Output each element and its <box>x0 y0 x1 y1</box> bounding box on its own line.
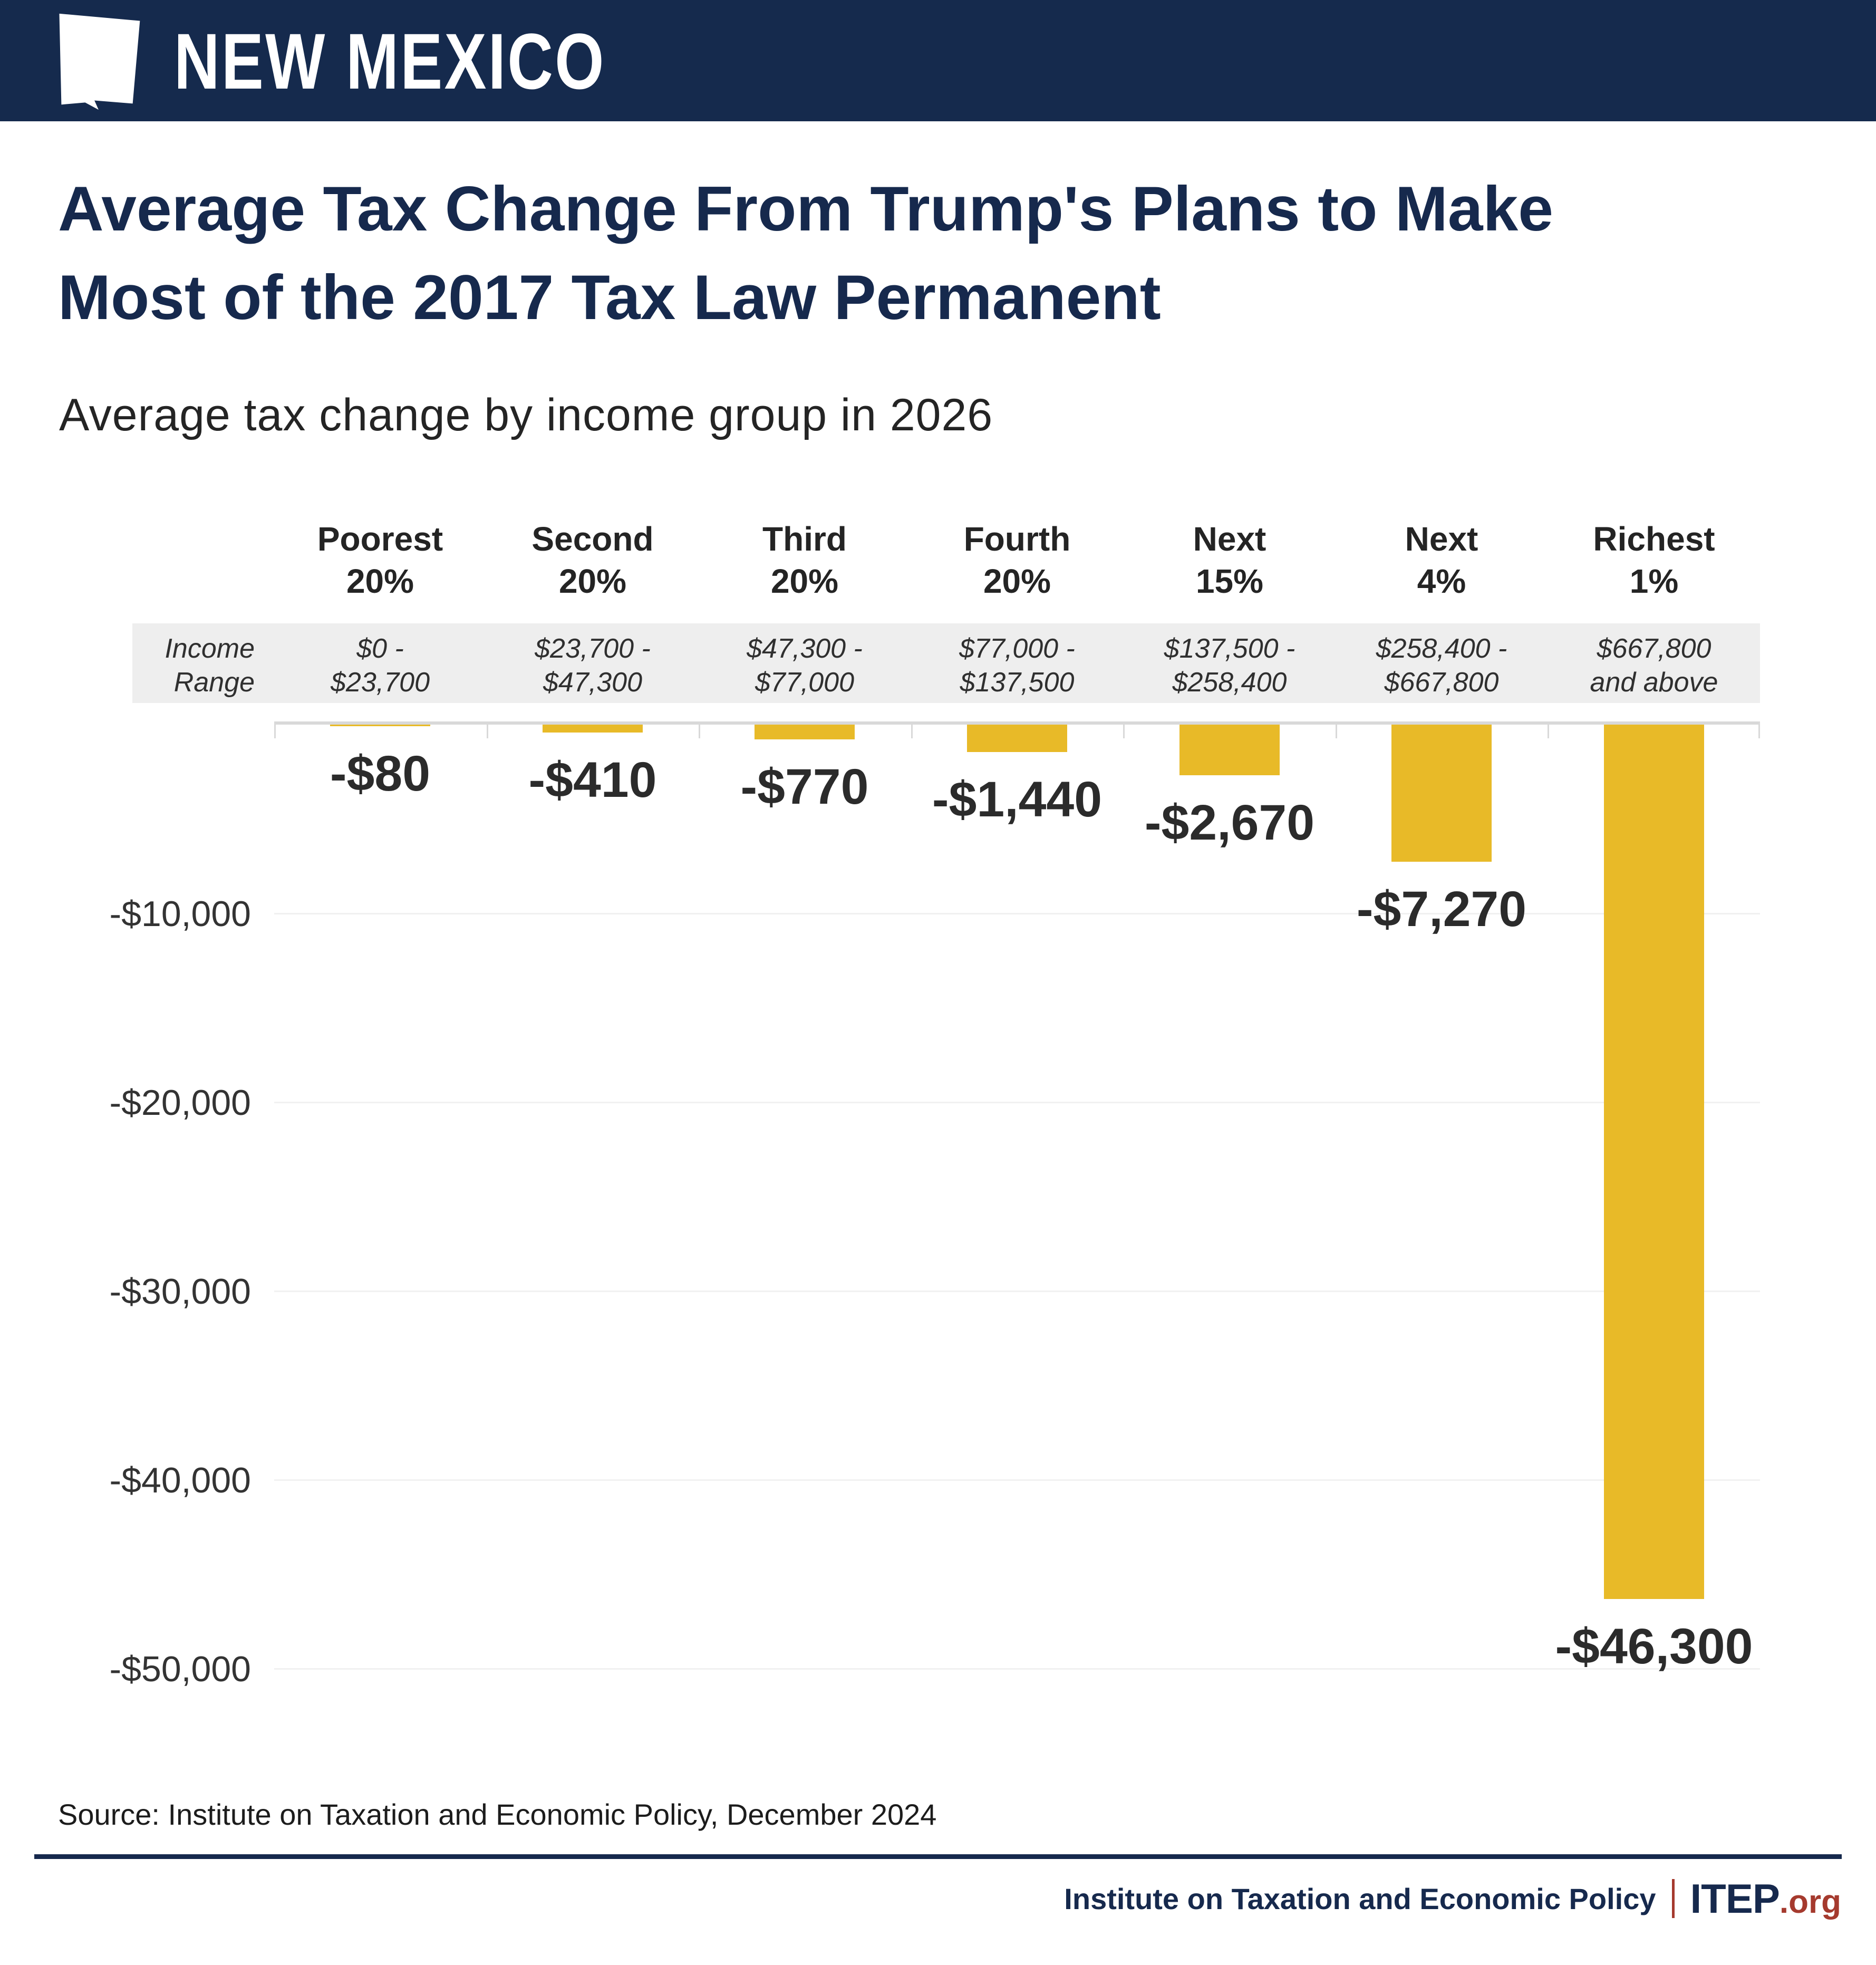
income-range-value: $0 - $23,700 <box>331 633 430 698</box>
bar-richest-1 <box>1604 725 1704 1599</box>
y-axis-label: -$50,000 <box>109 1649 251 1689</box>
gridline: -$50,000 <box>110 1649 1760 1689</box>
footer-org-name: Institute on Taxation and Economic Polic… <box>1064 1882 1656 1915</box>
bar-value-label: -$1,440 <box>932 772 1103 827</box>
axis-tick <box>1758 725 1760 738</box>
column-header-richest-1: Richest 1% <box>1593 520 1715 600</box>
chart-title: Average Tax Change From Trump's Plans to… <box>58 165 1851 342</box>
income-range-value: $258,400 - $667,800 <box>1376 633 1507 698</box>
bar-value-label: -$770 <box>740 759 869 815</box>
chart-subtitle: Average tax change by income group in 20… <box>59 390 993 440</box>
chart-title-line2: Most of the 2017 Tax Law Permanent <box>58 262 1161 333</box>
zero-axis-line <box>274 721 1760 725</box>
bar-value-label: -$46,300 <box>1555 1619 1753 1674</box>
bar-value-label: -$410 <box>528 752 657 808</box>
new-mexico-state-icon <box>59 13 140 110</box>
footer: Institute on Taxation and Economic Polic… <box>1064 1873 1841 1924</box>
state-name: NEW MEXICO <box>174 17 606 105</box>
y-axis-label: -$30,000 <box>109 1271 251 1312</box>
axis-tick <box>699 725 700 738</box>
header-banner: NEW MEXICO <box>0 0 1876 121</box>
footer-logo: ITEP.org <box>1690 1875 1841 1923</box>
bar-second-20 <box>543 725 643 733</box>
gridline: -$10,000 <box>110 894 1760 934</box>
source-note: Source: Institute on Taxation and Econom… <box>58 1798 937 1831</box>
column-header-next-4: Next 4% <box>1405 520 1478 600</box>
axis-tick <box>1123 725 1125 738</box>
footer-logo-org-suffix: .org <box>1779 1883 1841 1920</box>
income-range-value: $23,700 - $47,300 <box>535 633 651 698</box>
y-axis-label: -$10,000 <box>109 893 251 934</box>
gridline: -$40,000 <box>110 1460 1760 1500</box>
gridline: -$30,000 <box>110 1272 1760 1312</box>
y-axis-label: -$20,000 <box>109 1082 251 1123</box>
footer-logo-itep: ITEP <box>1690 1875 1780 1922</box>
column-header-second-20: Second 20% <box>531 520 654 600</box>
bar-next-4 <box>1391 725 1492 862</box>
bar-value-label: -$80 <box>330 746 431 802</box>
footer-separator <box>1671 1879 1675 1918</box>
axis-tick <box>911 725 913 738</box>
axis-tick <box>274 725 276 738</box>
bar-value-label: -$7,270 <box>1356 881 1527 937</box>
income-range-value: $667,800 and above <box>1590 633 1718 698</box>
bar-third-20 <box>755 725 855 739</box>
income-range-band <box>132 623 1760 703</box>
chart-title-line1: Average Tax Change From Trump's Plans to… <box>58 174 1553 244</box>
income-range-value: $47,300 - $77,000 <box>747 633 863 698</box>
divider-rule <box>34 1854 1842 1859</box>
axis-tick <box>1548 725 1549 738</box>
column-header-next-15: Next 15% <box>1193 520 1266 600</box>
income-range-value: $77,000 - $137,500 <box>959 633 1075 698</box>
y-axis-label: -$40,000 <box>109 1460 251 1500</box>
bar-value-label: -$2,670 <box>1144 795 1315 851</box>
gridline: -$20,000 <box>110 1083 1760 1123</box>
axis-tick <box>487 725 488 738</box>
axis-tick <box>1336 725 1337 738</box>
income-range-label: Income Range <box>165 633 255 698</box>
bar-fourth-20 <box>967 725 1067 752</box>
column-header-poorest-20: Poorest 20% <box>317 520 443 600</box>
bar-poorest-20 <box>330 725 430 726</box>
column-header-fourth-20: Fourth 20% <box>963 520 1071 600</box>
income-range-value: $137,500 - $258,400 <box>1164 633 1295 698</box>
bar-next-15 <box>1179 725 1280 775</box>
column-header-third-20: Third 20% <box>762 520 847 600</box>
